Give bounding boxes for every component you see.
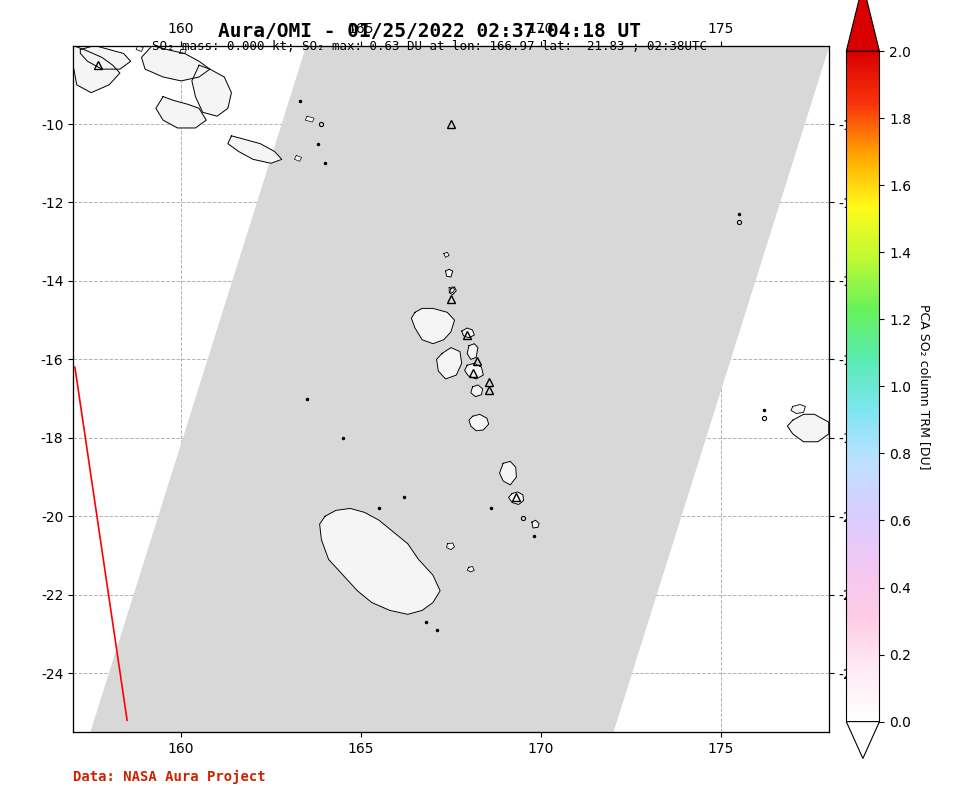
Polygon shape xyxy=(136,46,143,51)
Polygon shape xyxy=(846,0,879,51)
Polygon shape xyxy=(192,66,231,116)
Polygon shape xyxy=(499,462,517,485)
Polygon shape xyxy=(411,308,454,344)
Polygon shape xyxy=(446,269,452,277)
Polygon shape xyxy=(532,520,539,528)
Polygon shape xyxy=(294,155,301,162)
Text: Data: NASA Aura Project: Data: NASA Aura Project xyxy=(73,770,266,784)
Polygon shape xyxy=(66,40,75,45)
Polygon shape xyxy=(467,566,474,572)
Text: Aura/OMI - 01/25/2022 02:37-04:18 UT: Aura/OMI - 01/25/2022 02:37-04:18 UT xyxy=(217,22,641,42)
Polygon shape xyxy=(469,414,488,430)
Text: SO₂ mass: 0.000 kt; SO₂ max: 0.63 DU at lon: 166.97 lat: -21.83 ; 02:38UTC: SO₂ mass: 0.000 kt; SO₂ max: 0.63 DU at … xyxy=(151,40,707,53)
Polygon shape xyxy=(509,492,524,505)
Polygon shape xyxy=(444,252,449,258)
Polygon shape xyxy=(156,97,207,128)
Polygon shape xyxy=(141,46,210,81)
Polygon shape xyxy=(73,46,120,93)
Polygon shape xyxy=(467,344,478,359)
Polygon shape xyxy=(91,46,829,732)
Polygon shape xyxy=(447,543,454,550)
Polygon shape xyxy=(846,722,879,758)
Polygon shape xyxy=(305,116,314,122)
Y-axis label: PCA SO₂ column TRM [DU]: PCA SO₂ column TRM [DU] xyxy=(917,304,931,469)
Polygon shape xyxy=(228,136,282,163)
Polygon shape xyxy=(462,328,474,338)
Polygon shape xyxy=(465,363,484,379)
Polygon shape xyxy=(437,348,462,379)
Polygon shape xyxy=(320,509,440,614)
Polygon shape xyxy=(471,385,483,397)
Polygon shape xyxy=(788,414,829,442)
Polygon shape xyxy=(449,287,454,293)
Polygon shape xyxy=(179,50,186,54)
Polygon shape xyxy=(449,287,456,294)
Polygon shape xyxy=(80,46,131,69)
Polygon shape xyxy=(791,405,805,414)
